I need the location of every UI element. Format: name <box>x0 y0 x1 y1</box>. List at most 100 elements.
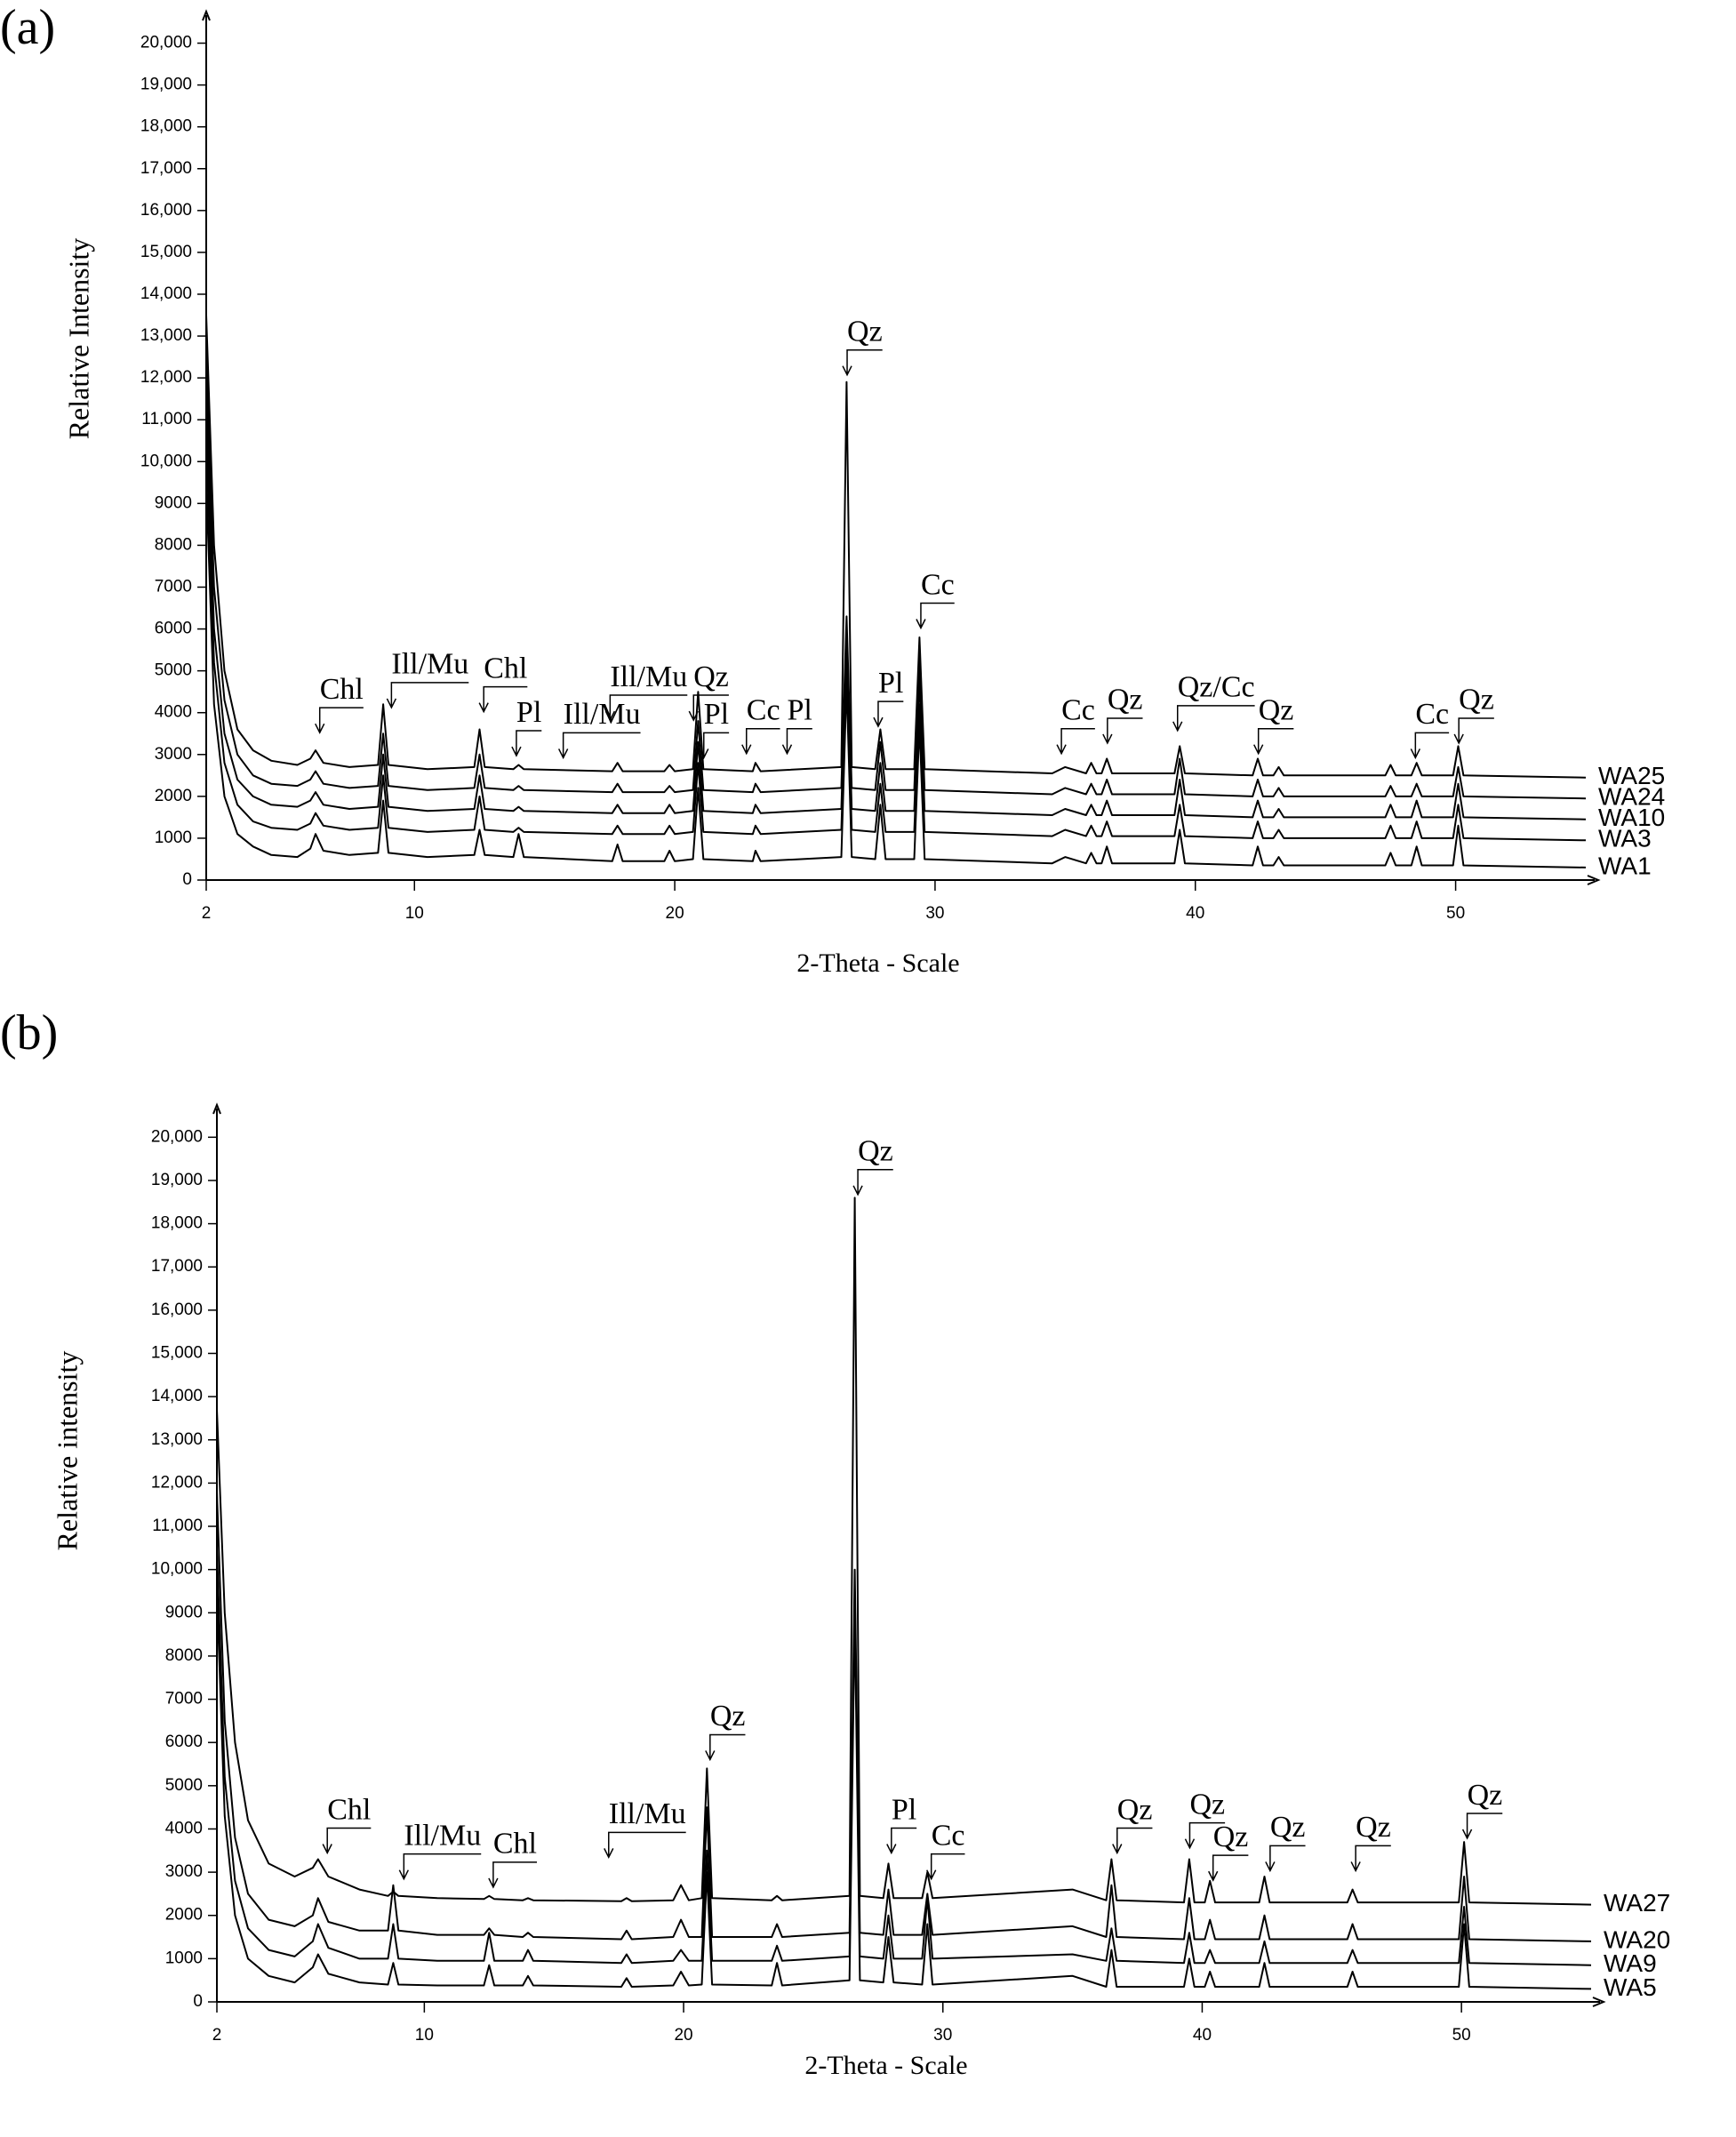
y-tick-label: 20,000 <box>140 34 192 52</box>
x-tick-label: 2 <box>202 904 212 923</box>
phase-arrow <box>315 707 364 734</box>
y-tick-label: 19,000 <box>140 76 192 94</box>
x-tick-label: 10 <box>415 2026 434 2045</box>
y-tick-label: 2000 <box>165 1906 203 1925</box>
y-tick-label: 18,000 <box>140 117 192 136</box>
y-axis-arrow <box>202 9 211 21</box>
panel-label: (b) <box>0 1005 58 1060</box>
series-label: WA1 <box>1598 852 1652 879</box>
phase-label: Qz <box>1108 684 1143 716</box>
phase-label: Qz <box>1468 1779 1503 1812</box>
y-tick-label: 17,000 <box>151 1257 203 1276</box>
y-tick-label: 9000 <box>155 493 192 512</box>
phase-arrow <box>1265 1845 1306 1873</box>
phase-label: Qz <box>1213 1821 1249 1853</box>
phase-arrow <box>886 1827 917 1855</box>
phase-label: Pl <box>704 698 729 731</box>
phase-arrow <box>1172 705 1255 732</box>
y-axis-title: Relative intensity <box>51 1351 83 1551</box>
phase-arrow <box>1056 727 1095 756</box>
phase-label: Chl <box>327 1793 371 1826</box>
y-tick-label: 8000 <box>165 1646 203 1665</box>
y-tick-label: 4000 <box>155 703 192 722</box>
y-tick-label: 20,000 <box>151 1127 203 1146</box>
x-tick-label: 40 <box>1186 904 1204 923</box>
series-line <box>205 398 1587 820</box>
y-tick-label: 16,000 <box>140 201 192 220</box>
phase-arrow <box>322 1827 372 1855</box>
phase-label: Ill/Mu <box>391 648 468 681</box>
y-tick-label: 5000 <box>155 661 192 680</box>
phase-arrow <box>511 730 542 757</box>
phase-label: Ill/Mu <box>564 698 641 731</box>
y-tick-label: 0 <box>182 870 192 889</box>
y-tick-label: 15,000 <box>140 243 192 261</box>
y-tick-label: 16,000 <box>151 1301 203 1319</box>
x-tick-label: 30 <box>925 904 944 923</box>
y-tick-label: 0 <box>193 1992 203 2011</box>
phase-label: Pl <box>892 1793 916 1826</box>
phase-label: Pl <box>878 667 903 700</box>
phase-label: Qz <box>1356 1811 1391 1844</box>
y-tick-label: 10,000 <box>151 1560 203 1579</box>
x-axis-title: 2-Theta - Scale <box>804 2051 967 2080</box>
phase-label: Pl <box>516 696 541 729</box>
phase-label: Chl <box>320 673 364 706</box>
phase-arrow <box>1461 1813 1503 1840</box>
phase-label: Qz <box>847 315 883 348</box>
y-tick-label: 1000 <box>165 1949 203 1967</box>
y-tick-label: 3000 <box>165 1862 203 1881</box>
series-label: WA27 <box>1604 1889 1670 1917</box>
phase-label: Cc <box>747 694 780 727</box>
series-line <box>205 440 1587 842</box>
phase-arrow <box>852 1169 893 1197</box>
phase-label: Qz <box>858 1135 893 1168</box>
y-tick-label: 1000 <box>155 828 192 847</box>
series-line <box>205 356 1587 800</box>
phase-label: Qz <box>1259 694 1294 727</box>
phase-label: Ill/Mu <box>404 1819 481 1852</box>
y-tick-label: 19,000 <box>151 1171 203 1189</box>
series-label: WA9 <box>1604 1949 1657 1977</box>
phase-arrow <box>604 1831 686 1860</box>
series-line <box>205 315 1587 779</box>
phase-label: Chl <box>493 1828 537 1861</box>
y-tick-label: 12,000 <box>151 1473 203 1492</box>
phase-label: Qz <box>1270 1811 1306 1844</box>
phase-arrow <box>1102 717 1143 745</box>
y-axis-title: Relative Intensity <box>62 238 94 440</box>
phase-arrow <box>386 682 469 709</box>
phase-arrow <box>478 685 528 714</box>
phase-arrow <box>1253 727 1294 756</box>
phase-arrow <box>842 348 883 377</box>
phase-arrow <box>741 727 780 756</box>
series-line <box>216 1548 1592 1966</box>
phase-label: Cc <box>932 1819 965 1852</box>
y-tick-label: 18,000 <box>151 1214 203 1233</box>
y-tick-label: 13,000 <box>151 1430 203 1449</box>
phase-arrow <box>488 1861 538 1889</box>
x-tick-label: 30 <box>933 2026 952 2045</box>
y-tick-label: 4000 <box>165 1819 203 1837</box>
phase-arrow <box>688 694 729 722</box>
series-label: WA5 <box>1604 1973 1657 2001</box>
phase-label: Cc <box>921 568 955 601</box>
phase-arrow <box>699 732 730 760</box>
phase-label: Qz <box>693 660 729 693</box>
series-label: WA20 <box>1604 1925 1670 1953</box>
phase-label: Ill/Mu <box>610 660 687 693</box>
phase-arrow <box>873 700 904 728</box>
phase-label: Qz/Cc <box>1178 671 1255 704</box>
phase-arrow <box>916 602 955 630</box>
phase-label: Cc <box>1061 694 1095 727</box>
y-tick-label: 7000 <box>155 578 192 596</box>
phase-arrow <box>604 694 688 722</box>
phase-arrow <box>705 1733 746 1762</box>
x-tick-label: 40 <box>1193 2026 1212 2045</box>
y-tick-label: 5000 <box>165 1776 203 1795</box>
x-axis-title: 2-Theta - Scale <box>796 948 959 978</box>
x-tick-label: 20 <box>666 904 684 923</box>
y-tick-label: 11,000 <box>152 1517 203 1535</box>
x-tick-label: 50 <box>1446 904 1465 923</box>
y-tick-label: 9000 <box>165 1603 203 1621</box>
